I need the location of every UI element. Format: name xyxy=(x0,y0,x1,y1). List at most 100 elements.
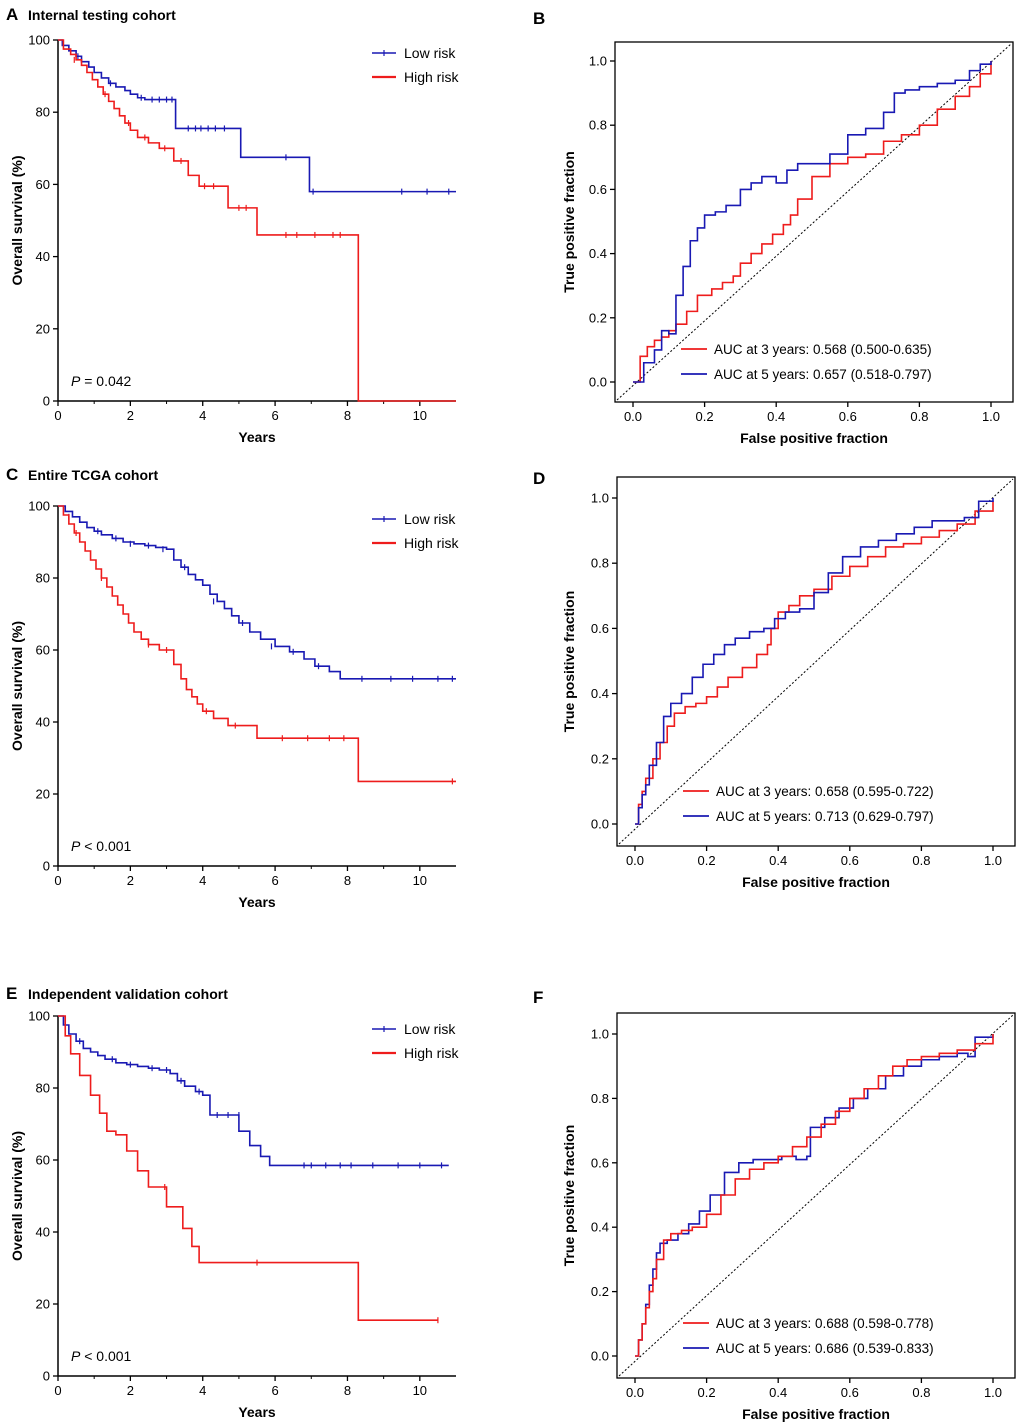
roc-curve-3-years xyxy=(635,501,994,825)
y-tick-label: 80 xyxy=(36,571,50,586)
y-tick-label: 0.2 xyxy=(591,751,609,766)
y-tick-label: 0.2 xyxy=(591,1284,609,1299)
reference-diagonal xyxy=(618,1014,1014,1377)
x-tick-label: 0.0 xyxy=(626,853,644,868)
legend-label: AUC at 5 years: 0.657 (0.518-0.797) xyxy=(714,367,932,382)
x-tick-label: 0.8 xyxy=(910,409,928,424)
legend-label: AUC at 5 years: 0.686 (0.539-0.833) xyxy=(716,1341,934,1356)
panel-letter: F xyxy=(533,988,543,1007)
high-risk-survival-curve xyxy=(58,505,456,783)
x-tick-label: 0.4 xyxy=(767,409,785,424)
x-tick-label: 0.2 xyxy=(698,1385,716,1400)
y-tick-label: 0.6 xyxy=(591,621,609,636)
p-value: P = 0.042 xyxy=(71,373,132,389)
x-tick-label: 2 xyxy=(127,408,134,423)
y-tick-label: 20 xyxy=(36,321,50,336)
panel-letter: C xyxy=(6,465,18,484)
y-tick-label: 1.0 xyxy=(589,54,607,69)
plot-frame xyxy=(614,41,1014,403)
p-value: P < 0.001 xyxy=(71,1348,132,1364)
y-tick-label: 0 xyxy=(43,394,50,409)
x-tick-label: 1.0 xyxy=(984,853,1002,868)
y-tick-label: 100 xyxy=(28,499,50,514)
y-axis-label: True positive fraction xyxy=(561,151,577,293)
x-tick-label: 2 xyxy=(127,873,134,888)
legend-label: AUC at 3 years: 0.568 (0.500-0.635) xyxy=(714,342,932,357)
reference-diagonal xyxy=(618,478,1014,845)
y-tick-label: 0.0 xyxy=(591,817,609,832)
high-risk-survival-curve xyxy=(58,1015,438,1321)
chart-title: Entire TCGA cohort xyxy=(28,467,158,483)
p-value: P < 0.001 xyxy=(71,838,132,854)
x-axis-label: Years xyxy=(238,429,276,445)
x-tick-label: 2 xyxy=(127,1383,134,1398)
y-tick-label: 1.0 xyxy=(591,491,609,506)
y-tick-label: 60 xyxy=(36,177,50,192)
panel-letter: D xyxy=(533,469,545,488)
x-tick-label: 8 xyxy=(344,873,351,888)
x-tick-label: 10 xyxy=(413,408,427,423)
y-tick-label: 60 xyxy=(36,1153,50,1168)
chart-title: Independent validation cohort xyxy=(28,986,228,1002)
panel-letter: A xyxy=(6,5,18,24)
y-axis-label: True positive fraction xyxy=(561,1125,577,1267)
x-tick-label: 8 xyxy=(344,1383,351,1398)
p-label: P xyxy=(71,838,81,854)
y-tick-label: 0.8 xyxy=(589,118,607,133)
y-tick-label: 80 xyxy=(36,1081,50,1096)
x-tick-label: 0.6 xyxy=(841,853,859,868)
p-label: P xyxy=(71,1348,81,1364)
x-axis-label: False positive fraction xyxy=(742,874,890,890)
panel-d: D 0.0 0.2 0.4 0.6 0.8 1.0 0.0 0.2 0.4 0.6 0.8 1.0 Fal… xyxy=(533,469,1016,890)
y-tick-label: 0.4 xyxy=(589,246,607,261)
legend-label: Low risk xyxy=(404,511,456,527)
y-tick-label: 0.0 xyxy=(591,1349,609,1364)
legend-label: AUC at 5 years: 0.713 (0.629-0.797) xyxy=(716,809,934,824)
y-tick-label: 20 xyxy=(36,1297,50,1312)
x-tick-label: 1.0 xyxy=(982,409,1000,424)
p-value-text: < 0.001 xyxy=(80,838,131,854)
x-axis-label: False positive fraction xyxy=(742,1406,890,1422)
panel-f: F 0.0 0.2 0.4 0.6 0.8 1.0 0.0 0.2 0.4 0.6 0.8 1.0 Fal… xyxy=(533,988,1016,1422)
y-tick-label: 100 xyxy=(28,33,50,48)
panel-c: C Entire TCGA cohort 0 20 40 60 80 100 0 2 4 6 8 10 Ye… xyxy=(6,465,459,910)
low-risk-survival-curve xyxy=(58,1015,449,1167)
roc-curve-5-years xyxy=(633,61,992,383)
reference-diagonal xyxy=(616,43,1012,401)
x-tick-label: 0 xyxy=(54,1383,61,1398)
legend-label: High risk xyxy=(404,69,459,85)
x-axis-label: Years xyxy=(238,894,276,910)
y-tick-label: 0 xyxy=(43,859,50,874)
x-tick-label: 6 xyxy=(271,408,278,423)
y-tick-label: 60 xyxy=(36,643,50,658)
legend-label: High risk xyxy=(404,1045,459,1061)
x-tick-label: 6 xyxy=(271,873,278,888)
x-tick-label: 10 xyxy=(413,1383,427,1398)
y-axis-label: Overall survival (%) xyxy=(9,621,25,751)
panel-letter: E xyxy=(6,984,17,1003)
y-tick-label: 1.0 xyxy=(591,1027,609,1042)
x-tick-label: 0.0 xyxy=(626,1385,644,1400)
x-tick-label: 0.8 xyxy=(912,853,930,868)
panel-a: A Internal testing cohort 0 20 40 60 80 100 0 2 4 6… xyxy=(6,5,459,445)
y-tick-label: 0.4 xyxy=(591,1220,609,1235)
y-tick-label: 100 xyxy=(28,1009,50,1024)
y-tick-label: 0.8 xyxy=(591,1091,609,1106)
x-tick-label: 4 xyxy=(199,408,206,423)
y-tick-label: 40 xyxy=(36,1225,50,1240)
y-tick-label: 0.4 xyxy=(591,686,609,701)
x-tick-label: 8 xyxy=(344,408,351,423)
x-tick-label: 0.4 xyxy=(769,1385,787,1400)
y-axis-label: Overall survival (%) xyxy=(9,156,25,286)
legend-label: AUC at 3 years: 0.658 (0.595-0.722) xyxy=(716,784,934,799)
panel-letter: B xyxy=(533,9,545,28)
low-risk-survival-curve xyxy=(58,39,456,193)
y-tick-label: 40 xyxy=(36,249,50,264)
roc-curve-5-years xyxy=(635,498,994,825)
x-tick-label: 10 xyxy=(413,873,427,888)
high-risk-survival-curve xyxy=(58,39,456,402)
y-tick-label: 40 xyxy=(36,715,50,730)
x-tick-label: 4 xyxy=(199,873,206,888)
y-tick-label: 20 xyxy=(36,787,50,802)
